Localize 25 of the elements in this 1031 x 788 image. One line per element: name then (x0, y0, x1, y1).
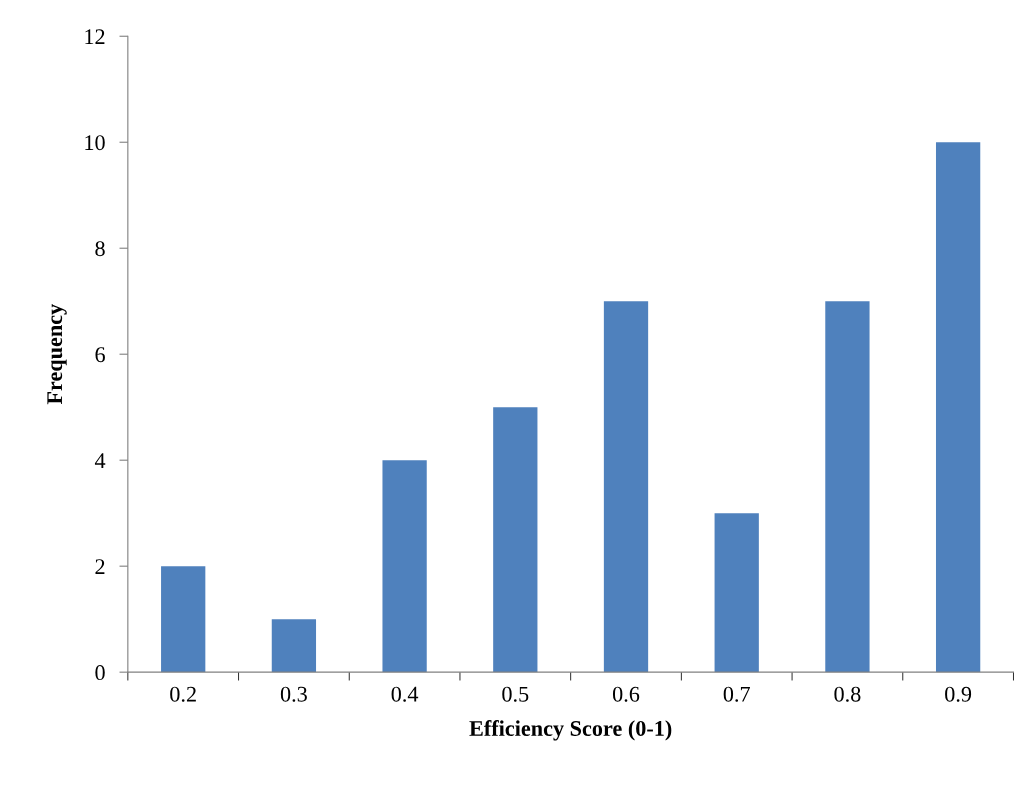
x-tick-label: 0.2 (170, 686, 196, 702)
bar (603, 301, 649, 673)
x-tick-label: 0.9 (945, 686, 972, 702)
bar (161, 566, 206, 673)
y-tick-label: 2 (95, 559, 105, 574)
x-tick-label: 0.5 (502, 686, 529, 702)
y-tick-label: 10 (85, 135, 105, 151)
y-tick-label: 6 (95, 347, 105, 363)
y-tick-label: 0 (95, 665, 105, 681)
bar (825, 301, 870, 673)
y-tick-label: 4 (94, 453, 106, 468)
x-tick-label: 0.3 (280, 686, 307, 702)
y-tick-label: 8 (95, 241, 105, 257)
bar (935, 142, 981, 673)
bar (714, 513, 759, 673)
x-tick-label: 0.8 (834, 686, 861, 702)
bar (271, 619, 317, 673)
y-axis-title: Frequency (47, 304, 67, 405)
bar (493, 407, 538, 673)
x-axis-title: Efficiency Score (0-1) (469, 720, 672, 741)
bar (382, 460, 427, 673)
x-tick-label: 0.7 (723, 686, 750, 702)
x-tick-label: 0.6 (612, 686, 640, 702)
y-tick-label: 12 (85, 29, 105, 44)
x-tick-label: 0.4 (391, 686, 419, 702)
